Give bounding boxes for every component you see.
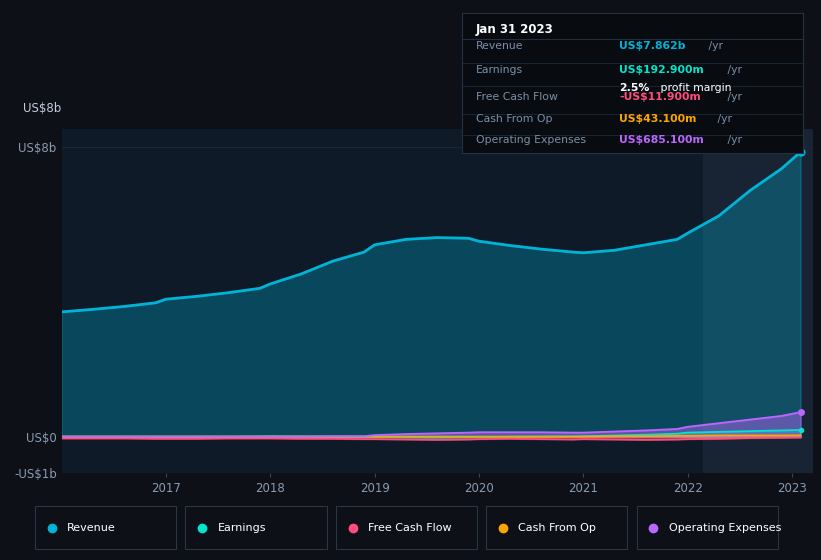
Text: Earnings: Earnings — [218, 523, 266, 533]
Text: /yr: /yr — [724, 136, 742, 145]
Bar — [486, 506, 627, 549]
Text: Jan 31 2023: Jan 31 2023 — [476, 24, 553, 36]
Text: /yr: /yr — [704, 41, 722, 52]
Text: Cash From Op: Cash From Op — [476, 114, 553, 124]
Text: /yr: /yr — [724, 64, 742, 74]
Text: Operating Expenses: Operating Expenses — [476, 136, 586, 145]
Text: Revenue: Revenue — [476, 41, 523, 52]
Text: US$43.100m: US$43.100m — [619, 114, 696, 124]
Text: Operating Expenses: Operating Expenses — [668, 523, 781, 533]
Bar — [704, 129, 813, 473]
Text: -US$11.900m: -US$11.900m — [619, 92, 700, 102]
Text: US$685.100m: US$685.100m — [619, 136, 704, 145]
Text: Earnings: Earnings — [476, 64, 523, 74]
Text: 2.5%: 2.5% — [619, 83, 649, 94]
Text: Free Cash Flow: Free Cash Flow — [368, 523, 452, 533]
Text: Free Cash Flow: Free Cash Flow — [476, 92, 557, 102]
Bar — [35, 506, 177, 549]
Text: /yr: /yr — [724, 92, 742, 102]
Bar — [336, 506, 477, 549]
Text: /yr: /yr — [714, 114, 732, 124]
Bar — [186, 506, 327, 549]
Text: profit margin: profit margin — [657, 83, 732, 94]
Text: Revenue: Revenue — [67, 523, 116, 533]
Text: Cash From Op: Cash From Op — [518, 523, 596, 533]
Text: US$192.900m: US$192.900m — [619, 64, 704, 74]
Text: US$7.862b: US$7.862b — [619, 41, 686, 52]
Text: US$8b: US$8b — [23, 102, 62, 115]
Bar — [636, 506, 777, 549]
